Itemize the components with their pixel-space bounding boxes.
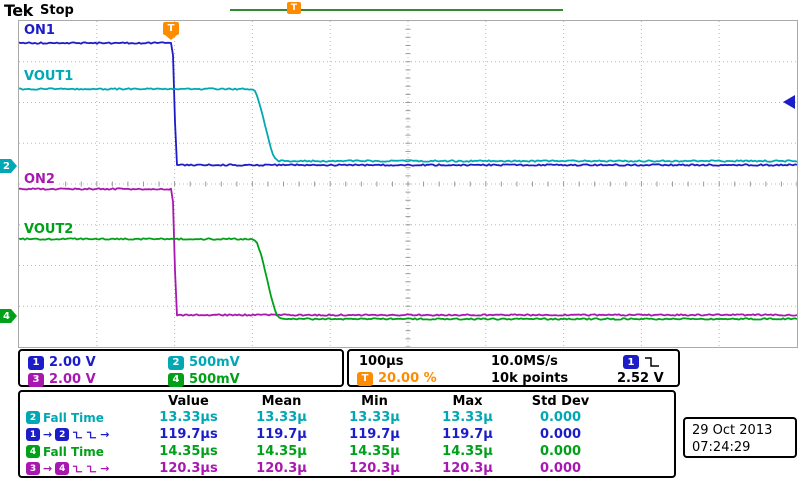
meas-min: 119.7µ (349, 427, 400, 442)
meas-mean: 13.33µ (256, 410, 307, 425)
trigger-source-badge: 1 (623, 355, 639, 369)
channel-2-ground-marker: 2 (0, 159, 17, 173)
channel-3-scale-value: 2.00 V (49, 372, 96, 387)
meas-mean: 119.7µ (256, 427, 307, 442)
channel-2-scale: 2 500mV (168, 355, 240, 370)
meas-max: 13.33µ (442, 410, 493, 425)
trigger-position-flag: T (163, 22, 179, 40)
header-max: Max (452, 393, 483, 409)
meas-value: 119.7µs (159, 427, 218, 442)
delay-measurement-label: 1 → 2 → (20, 428, 142, 441)
arrow-icon: → (43, 428, 53, 441)
trigger-position-value: 20.00 % (378, 371, 437, 386)
tek-logo: Tek (4, 1, 33, 20)
meas-max: 14.35µ (442, 444, 493, 459)
channel-4-ground-marker: 4 (0, 309, 17, 323)
waveform-display: ON1 VOUT1 ON2 VOUT2 T (18, 20, 798, 348)
measurement-row-ch4-fall-time: 4 Fall Time 14.35µs 14.35µ 14.35µ 14.35µ… (20, 443, 674, 460)
trigger-position-readout: T 20.00 % (357, 371, 437, 386)
channel-2-scale-value: 500mV (189, 355, 240, 370)
measurement-row-delay-3-4: 3 → 4 → 120.3µs 120.3µ 120.3µ 120.3µ 0.0… (20, 460, 674, 477)
date-value: 29 Oct 2013 (692, 423, 773, 438)
measurement-table: Value Mean Min Max Std Dev 2 Fall Time 1… (18, 390, 676, 478)
channel-1-badge: 1 (26, 428, 40, 441)
meas-value: 14.35µs (159, 444, 218, 459)
header-stddev: Std Dev (531, 393, 590, 409)
measurement-row-ch2-fall-time: 2 Fall Time 13.33µs 13.33µ 13.33µ 13.33µ… (20, 409, 674, 426)
arrow-icon: → (43, 462, 53, 475)
channel-4-badge: 4 (26, 445, 40, 458)
channel-3-badge: 3 (28, 372, 44, 387)
channel-2-badge: 2 (168, 355, 184, 370)
time-value: 07:24:29 (692, 440, 751, 455)
meas-value: 13.33µs (159, 410, 218, 425)
trigger-t-label: T (290, 3, 298, 13)
trigger-level-arrow-icon (783, 95, 795, 109)
meas-min: 14.35µ (349, 444, 400, 459)
channel-4-badge: 4 (168, 372, 184, 387)
meas-stddev: 0.000 (539, 444, 582, 459)
record-view-line (230, 9, 563, 11)
channel-4-badge: 4 (55, 462, 70, 475)
timebase-scale: 100µs (359, 354, 404, 369)
arrow-icon: → (100, 462, 110, 475)
arrow-icon: → (100, 428, 110, 441)
meas-min: 13.33µ (349, 410, 400, 425)
delay-measurement-label: 3 → 4 → (20, 462, 142, 475)
trigger-t-badge: T (357, 371, 373, 386)
channel-3-scale: 3 2.00 V (28, 372, 96, 387)
meas-value: 120.3µs (159, 461, 218, 476)
trigger-t-label: T (167, 23, 175, 34)
channel-1-scale-value: 2.00 V (49, 355, 96, 370)
meas-stddev: 0.000 (539, 461, 582, 476)
record-trigger-marker: T (287, 2, 301, 14)
meas-mean: 120.3µ (256, 461, 307, 476)
meas-stddev: 0.000 (539, 427, 582, 442)
trigger-level-value: 2.52 V (617, 371, 664, 386)
meas-max: 119.7µ (442, 427, 493, 442)
datetime-display: 29 Oct 2013 07:24:29 (683, 417, 797, 458)
meas-max: 120.3µ (442, 461, 493, 476)
channel-3-badge: 3 (26, 462, 40, 475)
meas-mean: 14.35µ (256, 444, 307, 459)
falling-edge-icon (645, 357, 659, 367)
falling-edge-icon (73, 465, 83, 472)
channel-scale-box: 1 2.00 V 2 500mV 3 2.00 V 4 500mV (18, 349, 344, 387)
header-mean: Mean (261, 393, 302, 409)
falling-edge-icon (73, 431, 83, 438)
sample-rate: 10.0MS/s (491, 354, 558, 369)
channel-2-badge: 2 (26, 411, 40, 424)
waveform-plot (19, 21, 797, 347)
trigger-flag-point-icon (165, 35, 177, 40)
trace-label-on1: ON1 (22, 23, 57, 38)
measurement-header-row: Value Mean Min Max Std Dev (20, 393, 674, 409)
header-value: Value (168, 393, 209, 409)
channel-4-scale-value: 500mV (189, 372, 240, 387)
meas-min: 120.3µ (349, 461, 400, 476)
trigger-source-readout: 1 (623, 355, 660, 369)
channel-4-scale: 4 500mV (168, 372, 240, 387)
meas-stddev: 0.000 (539, 410, 582, 425)
acquisition-status: Stop (40, 3, 74, 18)
channel-1-scale: 1 2.00 V (28, 355, 96, 370)
timebase-trigger-box: 100µs 10.0MS/s T 20.00 % 10k points 1 2.… (347, 349, 680, 387)
trace-label-on2: ON2 (22, 172, 57, 187)
trace-label-vout2: VOUT2 (22, 222, 76, 237)
measurement-row-delay-1-2: 1 → 2 → 119.7µs 119.7µ 119.7µ 119.7µ 0.0… (20, 426, 674, 443)
measurement-name: Fall Time (43, 410, 104, 425)
record-length: 10k points (491, 371, 569, 386)
trace-label-vout1: VOUT1 (22, 69, 76, 84)
header-min: Min (361, 393, 388, 409)
falling-edge-icon (87, 465, 97, 472)
falling-edge-icon (87, 431, 97, 438)
channel-1-badge: 1 (28, 355, 44, 370)
channel-2-badge: 2 (55, 428, 70, 441)
measurement-name: Fall Time (43, 444, 104, 459)
